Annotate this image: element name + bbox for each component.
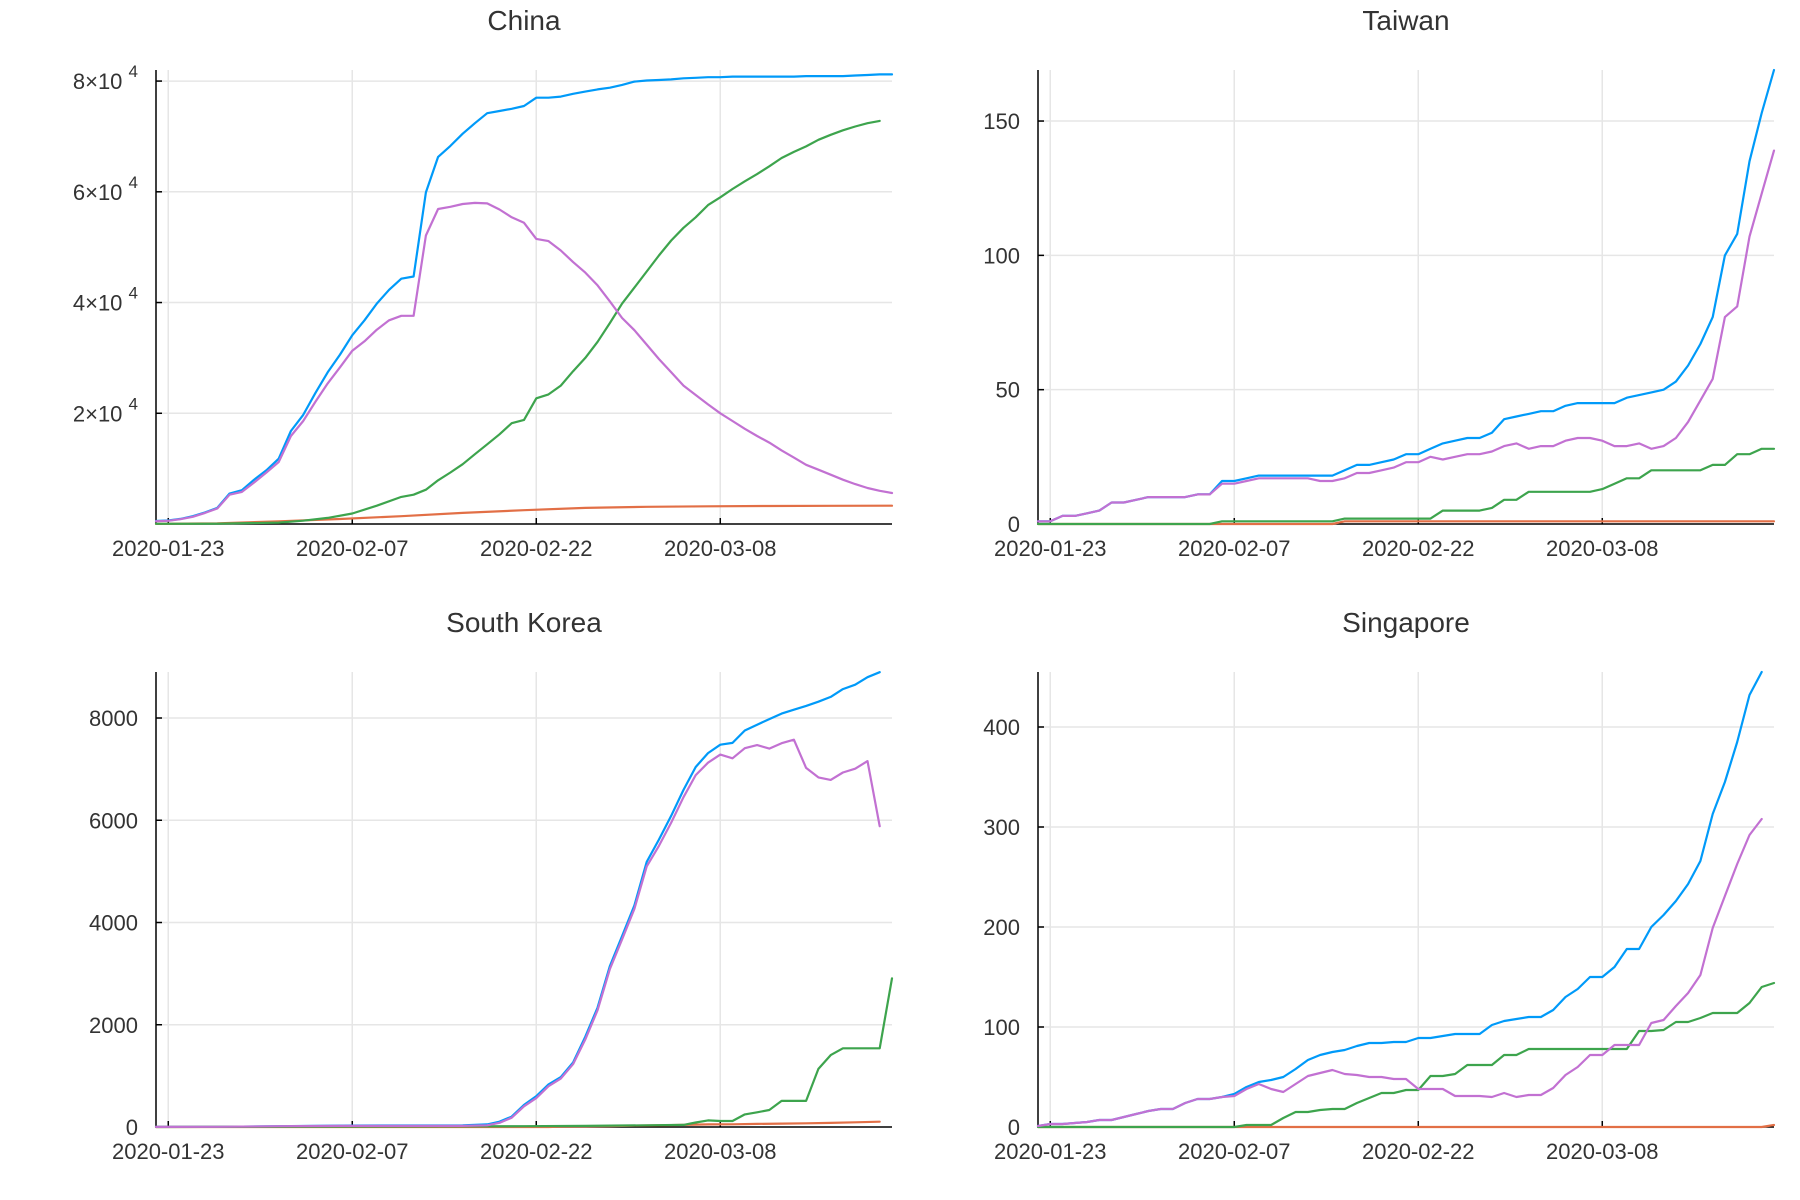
y-tick-label: 6000 <box>89 808 138 833</box>
x-tick-label: 2020-02-07 <box>296 536 409 561</box>
x-tick-label: 2020-03-08 <box>1546 536 1659 561</box>
y-tick-label: 4000 <box>89 911 138 936</box>
x-tick-label: 2020-03-08 <box>1546 1139 1659 1164</box>
y-tick-exponent: 4 <box>129 173 138 192</box>
series-line <box>1036 447 1776 526</box>
series-line <box>1036 149 1776 523</box>
x-tick-label: 2020-02-07 <box>296 1139 409 1164</box>
panel-title: China <box>487 5 561 36</box>
series-line <box>154 73 894 523</box>
y-tick-label: 8000 <box>89 706 138 731</box>
panel-taiwan: Taiwan 2020-01-23 2020-02-07 2020-02-22 202… <box>983 5 1776 561</box>
series-line <box>1036 981 1776 1129</box>
y-tick-label: 6×10 4 <box>73 173 138 205</box>
x-tick-label: 2020-02-07 <box>1178 1139 1291 1164</box>
y-tick-label: 0 <box>1008 1115 1020 1140</box>
y-tick-label: 150 <box>983 109 1020 134</box>
y-tick-label: 2×10 4 <box>73 394 138 426</box>
y-tick-label: 0 <box>126 1115 138 1140</box>
y-tick-label: 50 <box>996 378 1020 403</box>
x-tick-label: 2020-01-23 <box>112 1139 225 1164</box>
x-tick-label: 2020-03-08 <box>664 536 777 561</box>
series-line <box>154 504 894 525</box>
y-tick-label: 200 <box>983 915 1020 940</box>
series-line <box>1036 68 1776 523</box>
panel-singapore: Singapore 2020-01-23 2020-02-07 2020-02-22… <box>983 607 1776 1164</box>
series-line <box>1036 817 1763 1128</box>
y-tick-label: 8×10 4 <box>73 62 138 94</box>
y-tick-label: 100 <box>983 243 1020 268</box>
panel-title: Singapore <box>1342 607 1470 638</box>
x-tick-label: 2020-02-22 <box>1362 536 1475 561</box>
panel-south-korea: South Korea 2020-01-23 2020-02-07 2020-02-… <box>89 607 894 1164</box>
x-tick-label: 2020-02-22 <box>480 536 593 561</box>
series-line <box>1036 520 1776 526</box>
panel-title: Taiwan <box>1362 5 1449 36</box>
x-tick-label: 2020-03-08 <box>664 1139 777 1164</box>
y-tick-label: 0 <box>1008 512 1020 537</box>
y-tick-label: 100 <box>983 1015 1020 1040</box>
x-tick-label: 2020-02-22 <box>1362 1139 1475 1164</box>
y-tick-exponent: 4 <box>129 394 138 413</box>
panel-title: South Korea <box>446 607 602 638</box>
x-tick-label: 2020-02-07 <box>1178 536 1291 561</box>
series-line <box>154 977 894 1129</box>
x-tick-label: 2020-02-22 <box>480 1139 593 1164</box>
series-line <box>1036 670 1763 1128</box>
series-line <box>1036 1123 1776 1129</box>
y-tick-label: 2000 <box>89 1013 138 1038</box>
series-line <box>154 671 881 1128</box>
y-tick-exponent: 4 <box>129 62 138 81</box>
x-tick-label: 2020-01-23 <box>994 536 1107 561</box>
series-line <box>154 738 881 1128</box>
y-tick-label: 300 <box>983 815 1020 840</box>
series-line <box>154 119 881 525</box>
panel-china: China 2020-01-23 2020-02-07 2020-02-22 2020… <box>73 5 894 561</box>
series-line <box>154 201 894 523</box>
y-tick-label: 400 <box>983 715 1020 740</box>
y-tick-exponent: 4 <box>129 284 138 303</box>
y-tick-label: 4×10 4 <box>73 284 138 316</box>
x-tick-label: 2020-01-23 <box>112 536 225 561</box>
x-tick-label: 2020-01-23 <box>994 1139 1107 1164</box>
